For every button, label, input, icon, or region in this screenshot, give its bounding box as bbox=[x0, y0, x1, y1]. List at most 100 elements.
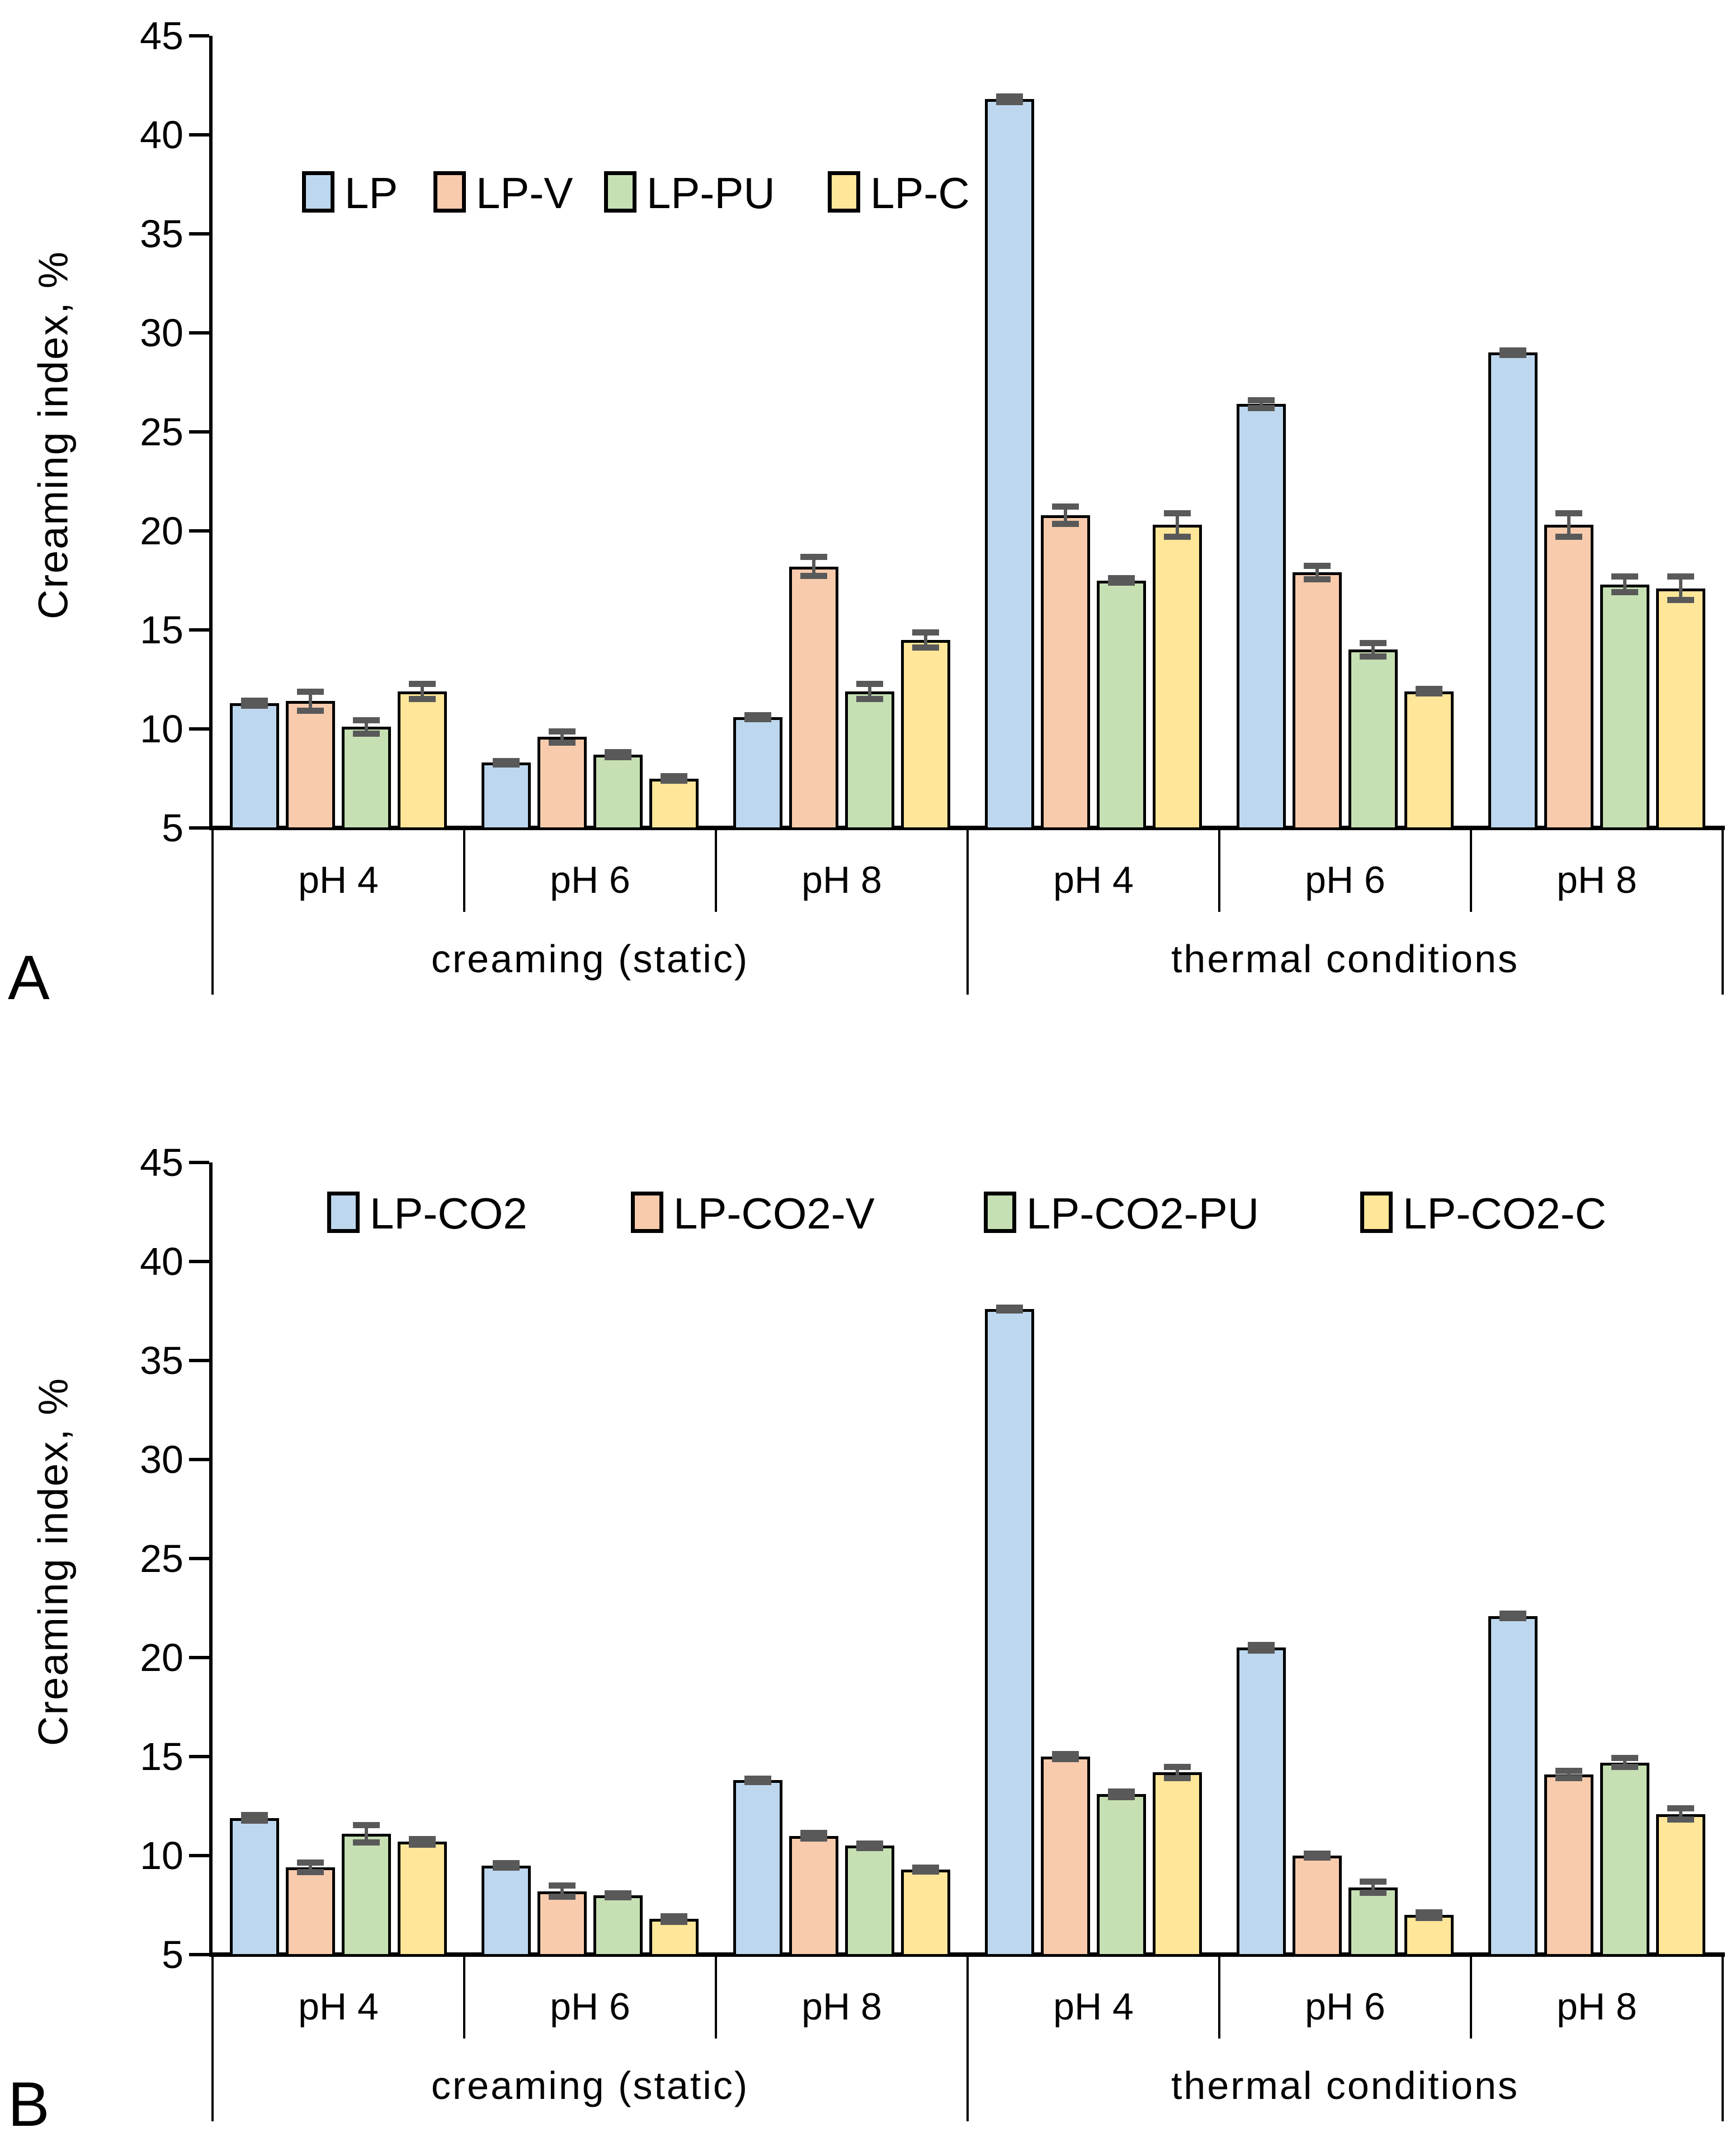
bar-lp-co2-pu-group5 bbox=[1600, 1762, 1649, 1957]
error-bar-cap-bottom bbox=[1164, 1774, 1191, 1781]
error-bar-cap-top bbox=[353, 717, 380, 724]
y-tick bbox=[189, 1458, 209, 1461]
error-bar-cap-bottom bbox=[912, 1868, 939, 1875]
y-tick-label: 40 bbox=[140, 113, 183, 157]
y-tick-label: 15 bbox=[140, 608, 183, 652]
y-tick-label: 20 bbox=[140, 1636, 183, 1679]
y-tick bbox=[189, 1755, 209, 1758]
error-bar-cap-top bbox=[1416, 1909, 1442, 1915]
y-tick bbox=[189, 1161, 209, 1164]
y-tick-label: 45 bbox=[140, 14, 183, 58]
legend-swatch bbox=[631, 1192, 663, 1233]
bar-lp-co2-group4 bbox=[1237, 1647, 1286, 1957]
error-bar-cap-bottom bbox=[549, 1894, 576, 1900]
y-tick bbox=[189, 1260, 209, 1263]
y-tick-label: 10 bbox=[140, 1834, 183, 1877]
error-bar-cap-top bbox=[856, 680, 883, 687]
error-bar-line bbox=[365, 1825, 368, 1843]
bar-lp-co2-v-group1 bbox=[537, 1891, 587, 1957]
ph-separator bbox=[715, 1955, 717, 2039]
ph-label: pH 8 bbox=[801, 859, 882, 901]
error-bar-line bbox=[868, 683, 871, 699]
bar-lp-co2-group2 bbox=[733, 1780, 782, 1957]
ph-label: pH 8 bbox=[1557, 1985, 1637, 2028]
y-tick bbox=[189, 133, 209, 136]
error-bar-cap-top bbox=[605, 749, 631, 755]
bar-lp-co2-c-group4 bbox=[1404, 1915, 1454, 1957]
error-bar-cap-top bbox=[297, 1860, 324, 1866]
y-axis-line bbox=[209, 1162, 213, 1957]
error-bar-cap-top bbox=[1555, 1767, 1582, 1774]
ph-label: pH 8 bbox=[1557, 859, 1637, 901]
error-bar-cap-bottom bbox=[1499, 1614, 1526, 1621]
ph-label: pH 4 bbox=[298, 859, 379, 901]
error-bar-line bbox=[309, 1862, 312, 1873]
ph-separator bbox=[1470, 828, 1472, 912]
error-bar-cap-top bbox=[1052, 503, 1079, 510]
bar-lp-co2-c-group1 bbox=[649, 1919, 699, 1957]
y-tick bbox=[189, 430, 209, 434]
section-separator bbox=[966, 828, 969, 995]
error-bar-line bbox=[1567, 1770, 1571, 1778]
error-bar-cap-top bbox=[1248, 1641, 1275, 1648]
section-label: thermal conditions bbox=[1171, 2064, 1520, 2107]
legend-swatch bbox=[828, 171, 860, 213]
error-bar-cap-bottom bbox=[1164, 533, 1191, 540]
legend-label: LP-PU bbox=[647, 168, 775, 218]
error-bar-cap-bottom bbox=[241, 1818, 268, 1824]
ph-label: pH 8 bbox=[801, 1985, 882, 2028]
error-bar-cap-bottom bbox=[605, 754, 631, 761]
y-tick bbox=[189, 34, 209, 37]
error-bar-cap-bottom bbox=[297, 1869, 324, 1876]
bar-lp-c-group3 bbox=[1153, 525, 1202, 830]
y-tick-label: 30 bbox=[140, 1438, 183, 1481]
y-tick bbox=[189, 1953, 209, 1956]
y-axis-line bbox=[209, 36, 213, 830]
error-bar-cap-top bbox=[1164, 1763, 1191, 1770]
error-bar-cap-bottom bbox=[1108, 1793, 1135, 1800]
bar-lp-pu-group3 bbox=[1097, 580, 1146, 830]
error-bar-cap-top bbox=[912, 1864, 939, 1871]
bar-lp-group0 bbox=[230, 703, 279, 830]
error-bar-cap-top bbox=[1360, 640, 1387, 646]
error-bar-line bbox=[1176, 513, 1179, 537]
bar-lp-co2-v-group2 bbox=[789, 1835, 838, 1957]
error-bar-cap-bottom bbox=[1052, 520, 1079, 527]
y-axis-title: Creaming index, % bbox=[30, 1377, 77, 1747]
error-bar-cap-bottom bbox=[996, 98, 1023, 105]
error-bar-cap-top bbox=[661, 773, 687, 780]
error-bar-cap-bottom bbox=[856, 695, 883, 702]
error-bar-cap-top bbox=[1611, 1754, 1638, 1761]
y-tick bbox=[189, 331, 209, 335]
error-bar-line bbox=[1567, 513, 1571, 537]
y-tick-label: 15 bbox=[140, 1735, 183, 1778]
error-bar-cap-top bbox=[744, 712, 771, 718]
error-bar-cap-bottom bbox=[1611, 1764, 1638, 1771]
error-bar-line bbox=[1623, 576, 1626, 592]
error-bar-cap-top bbox=[856, 1840, 883, 1847]
bar-lp-v-group1 bbox=[537, 737, 587, 830]
y-tick-label: 35 bbox=[140, 212, 183, 256]
legend-swatch bbox=[302, 171, 334, 213]
bar-lp-c-group4 bbox=[1404, 691, 1454, 830]
y-tick-label: 5 bbox=[162, 1933, 183, 1976]
y-tick-label: 25 bbox=[140, 1537, 183, 1580]
error-bar-cap-top bbox=[1052, 1750, 1079, 1757]
bar-lp-pu-group0 bbox=[342, 727, 391, 830]
error-bar-cap-bottom bbox=[744, 1779, 771, 1786]
bar-lp-co2-group5 bbox=[1488, 1616, 1538, 1957]
error-bar-line bbox=[1679, 1808, 1682, 1820]
error-bar-cap-top bbox=[1416, 686, 1442, 693]
error-bar-cap-bottom bbox=[493, 761, 520, 768]
ph-label: pH 6 bbox=[1305, 859, 1385, 901]
error-bar-cap-bottom bbox=[1611, 589, 1638, 595]
bar-lp-co2-group3 bbox=[985, 1308, 1034, 1957]
error-bar-cap-bottom bbox=[1360, 1890, 1387, 1896]
legend-swatch bbox=[433, 171, 466, 213]
y-tick bbox=[189, 1557, 209, 1560]
error-bar-line bbox=[365, 720, 368, 734]
section-label: thermal conditions bbox=[1171, 937, 1520, 981]
legend-label: LP-CO2-PU bbox=[1026, 1189, 1260, 1238]
error-bar-line bbox=[812, 557, 815, 577]
